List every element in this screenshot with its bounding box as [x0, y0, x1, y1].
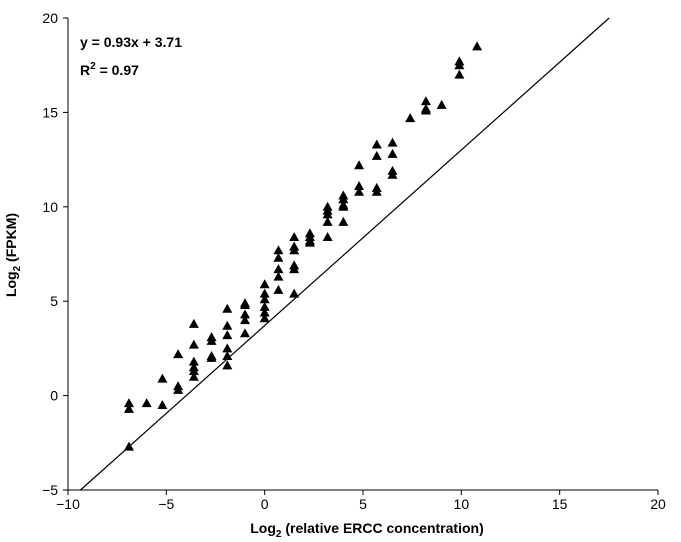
x-tick-label: 10 [454, 496, 470, 512]
data-point [157, 400, 168, 410]
x-axis-label-suffix: (relative ERCC concentration) [281, 520, 483, 536]
data-point [338, 201, 349, 211]
data-point [173, 384, 184, 394]
data-point [259, 307, 270, 317]
data-point [420, 96, 431, 106]
data-point [289, 232, 300, 242]
data-point [123, 441, 134, 451]
data-point [338, 216, 349, 226]
y-tick-label: 5 [50, 293, 58, 309]
y-tick-label: 0 [50, 388, 58, 404]
data-point [273, 264, 284, 274]
y-axis-label-suffix: (FPKM) [3, 213, 19, 266]
data-point [322, 216, 333, 226]
equation-annotation: y = 0.93x + 3.71 [80, 34, 182, 50]
x-axis-label: Log2 (relative ERCC concentration) [250, 520, 483, 540]
data-point [222, 350, 233, 360]
x-axis-label-prefix: Log [250, 520, 276, 536]
data-point [259, 279, 270, 289]
data-point [259, 301, 270, 311]
x-tick-label: −5 [158, 496, 174, 512]
y-tick-label: −5 [42, 482, 58, 498]
y-axis-label-subscript: 2 [12, 265, 23, 271]
data-point [173, 349, 184, 359]
data-point [240, 328, 250, 338]
y-axis-label: Log2 (FPKM) [3, 213, 23, 297]
data-point [273, 252, 284, 262]
regression-line [80, 17, 610, 491]
x-tick-label: −10 [56, 496, 80, 512]
data-point [273, 245, 284, 255]
x-tick-label: 15 [552, 496, 568, 512]
data-point [123, 403, 134, 413]
data-point [387, 137, 398, 147]
data-point [387, 148, 398, 158]
data-point [371, 139, 382, 149]
data-point [188, 339, 199, 349]
data-point [259, 313, 270, 323]
data-point [157, 373, 168, 383]
x-tick-label: 0 [261, 496, 269, 512]
x-tick-label: 20 [650, 496, 666, 512]
data-point [371, 150, 382, 160]
data-points [123, 41, 483, 451]
data-point [240, 309, 250, 319]
data-point [304, 237, 315, 247]
data-point [454, 60, 465, 70]
data-point [222, 320, 233, 330]
r-squared-superscript: 2 [90, 61, 96, 72]
x-axis-label-subscript: 2 [276, 529, 282, 540]
x-tick-label: 5 [359, 496, 367, 512]
data-point [387, 169, 398, 179]
y-axis-label-prefix: Log [3, 271, 19, 297]
data-point [123, 398, 134, 408]
data-point [273, 284, 284, 294]
r-squared-suffix: = 0.97 [96, 62, 139, 78]
data-point [240, 299, 250, 309]
data-point [322, 209, 333, 219]
r-squared-prefix: R [80, 62, 90, 78]
data-point [259, 294, 270, 304]
data-point [354, 181, 365, 191]
y-tick-label: 10 [42, 199, 58, 215]
data-point [420, 105, 431, 115]
data-point [322, 232, 333, 242]
data-point [289, 245, 300, 255]
data-point [472, 41, 483, 51]
data-point [222, 343, 233, 353]
data-point [354, 186, 365, 196]
data-point [371, 186, 382, 196]
data-point [206, 335, 217, 345]
data-point [354, 160, 365, 170]
x-ticks: −10 −5 0 5 10 15 20 [56, 490, 666, 512]
data-point [405, 113, 416, 123]
r-squared-annotation: R2 = 0.97 [80, 61, 139, 78]
data-point [222, 303, 233, 313]
data-point [188, 356, 199, 366]
data-point [454, 69, 465, 79]
data-point [188, 318, 199, 328]
y-tick-label: 15 [42, 104, 58, 120]
data-point [436, 99, 447, 109]
data-point [206, 352, 217, 362]
y-ticks: −5 0 5 10 15 20 [42, 10, 68, 498]
y-tick-label: 20 [42, 10, 58, 26]
data-point [289, 264, 300, 274]
data-point [222, 360, 233, 370]
data-point [188, 371, 199, 381]
data-point [141, 398, 152, 408]
data-point [188, 366, 199, 376]
data-point [259, 288, 270, 298]
data-point [289, 288, 300, 298]
data-point [222, 330, 233, 340]
data-point [338, 194, 349, 204]
data-point [240, 315, 250, 325]
data-point [273, 271, 284, 281]
